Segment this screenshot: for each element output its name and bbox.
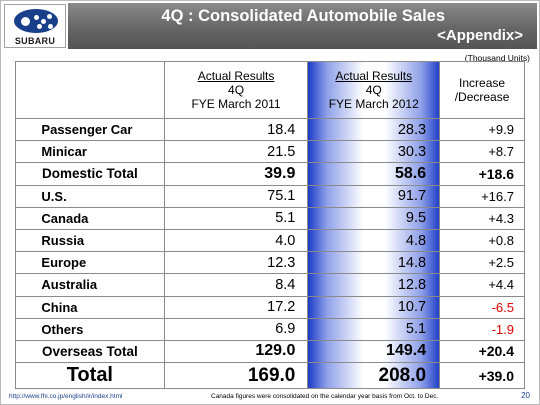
header-empty-cell xyxy=(15,61,165,119)
column-header-increase: Increase /Decrease xyxy=(439,61,525,119)
value-fye2012: 9.5 xyxy=(307,206,441,230)
column-header-line: Increase xyxy=(459,76,506,90)
value-increase: +8.7 xyxy=(439,140,525,164)
table-row: Canada 5.1 9.5 +4.3 xyxy=(15,206,525,230)
table-header-row: Actual Results 4Q FYE March 2011 Actual … xyxy=(15,61,525,119)
value-fye2011: 17.2 xyxy=(163,295,309,319)
subaru-logo: SUBARU xyxy=(4,4,66,48)
units-label: (Thousand Units) xyxy=(464,53,530,63)
row-label: Passenger Car xyxy=(35,117,165,142)
indent-cell xyxy=(15,318,36,341)
column-header-line: Actual Results xyxy=(335,69,413,83)
column-header-line: Actual Results xyxy=(197,69,275,83)
value-fye2011: 169.0 xyxy=(163,362,309,390)
table-row-overseas-total: Overseas Total 129.0 149.4 +20.4 xyxy=(15,339,525,364)
value-fye2012: 10.7 xyxy=(307,295,441,319)
table-row: U.S. 75.1 91.7 +16.7 xyxy=(15,184,525,208)
value-fye2011: 4.0 xyxy=(163,228,309,253)
value-fye2011: 5.1 xyxy=(163,206,309,230)
value-increase: +4.4 xyxy=(439,273,525,297)
table-row: Europe 12.3 14.8 +2.5 xyxy=(15,251,525,275)
column-header-line: FYE March 2011 xyxy=(191,97,281,111)
row-label: Minicar xyxy=(35,140,165,164)
indent-cell xyxy=(15,184,36,208)
row-label: China xyxy=(35,295,165,319)
value-increase: +2.5 xyxy=(439,251,525,275)
value-increase: -1.9 xyxy=(439,317,525,341)
column-header-line: FYE March 2012 xyxy=(328,97,419,111)
value-fye2011: 6.9 xyxy=(163,317,309,341)
row-label: Canada xyxy=(35,206,165,230)
header: SUBARU 4Q : Consolidated Automobile Sale… xyxy=(1,1,540,51)
table-row: Passenger Car 18.4 28.3 +9.9 xyxy=(15,117,525,142)
value-fye2012: 58.6 xyxy=(307,162,441,186)
value-increase: +20.4 xyxy=(439,339,525,364)
value-increase: +9.9 xyxy=(439,117,525,142)
pleiades-star-icon xyxy=(14,9,58,33)
value-increase: +18.6 xyxy=(439,162,525,186)
value-increase: +4.3 xyxy=(439,206,525,230)
table-row: Minicar 21.5 30.3 +8.7 xyxy=(15,140,525,164)
row-label: Others xyxy=(35,317,165,341)
indent-cell xyxy=(15,251,36,275)
column-header-fye2011: Actual Results 4Q FYE March 2011 xyxy=(163,61,309,119)
indent-cell xyxy=(15,296,36,319)
title-bar: 4Q : Consolidated Automobile Sales <Appe… xyxy=(68,3,537,49)
value-fye2012: 12.8 xyxy=(307,273,441,297)
value-increase: +16.7 xyxy=(439,184,525,208)
indent-cell xyxy=(15,117,36,142)
table-row-domestic-total: Domestic Total 39.9 58.6 +18.6 xyxy=(15,162,525,186)
value-increase: +39.0 xyxy=(439,362,525,390)
value-fye2011: 39.9 xyxy=(163,162,309,186)
value-increase: -6.5 xyxy=(439,295,525,319)
value-fye2011: 21.5 xyxy=(163,140,309,164)
column-header-fye2012: Actual Results 4Q FYE March 2012 xyxy=(307,61,441,119)
value-fye2011: 18.4 xyxy=(163,117,309,142)
table-row: Russia 4.0 4.8 +0.8 xyxy=(15,228,525,253)
logo-text: SUBARU xyxy=(14,36,56,46)
page-number: 20 xyxy=(521,391,530,400)
value-fye2012: 91.7 xyxy=(307,184,441,208)
value-fye2012: 149.4 xyxy=(307,339,441,364)
footer-url-link[interactable]: http://www.fhi.co.jp/english/ir/index.ht… xyxy=(9,393,123,400)
column-header-line: 4Q xyxy=(228,83,245,97)
row-label: Overseas Total xyxy=(15,339,165,364)
table-row: Australia 8.4 12.8 +4.4 xyxy=(15,273,525,297)
row-label: Russia xyxy=(35,228,165,253)
sales-table: Actual Results 4Q FYE March 2011 Actual … xyxy=(15,61,525,390)
indent-cell xyxy=(15,273,36,297)
indent-cell xyxy=(15,140,36,164)
row-label: Europe xyxy=(35,251,165,275)
row-label: U.S. xyxy=(35,184,165,208)
value-fye2011: 12.3 xyxy=(163,251,309,275)
column-header-line: /Decrease xyxy=(454,90,510,104)
value-fye2012: 4.8 xyxy=(307,228,441,253)
value-fye2011: 75.1 xyxy=(163,184,309,208)
table-row: Others 6.9 5.1 -1.9 xyxy=(15,317,525,341)
row-label: Domestic Total xyxy=(15,162,165,186)
value-fye2012: 28.3 xyxy=(307,117,441,142)
value-fye2012: 30.3 xyxy=(307,140,441,164)
row-label: Australia xyxy=(35,273,165,297)
indent-cell xyxy=(15,207,36,230)
value-increase: +0.8 xyxy=(439,228,525,253)
value-fye2011: 8.4 xyxy=(163,273,309,297)
page-subtitle: <Appendix> xyxy=(437,27,523,44)
value-fye2012: 5.1 xyxy=(307,317,441,341)
row-label: Total xyxy=(15,362,165,390)
column-header-line: 4Q xyxy=(365,83,382,97)
value-fye2012: 14.8 xyxy=(307,251,441,275)
table-row: China 17.2 10.7 -6.5 xyxy=(15,295,525,319)
page-title: 4Q : Consolidated Automobile Sales xyxy=(161,7,445,25)
footer-note: Canada figures were consolidated on the … xyxy=(211,393,439,400)
table-row-grand-total: Total 169.0 208.0 +39.0 xyxy=(15,362,525,390)
value-fye2012: 208.0 xyxy=(307,362,441,390)
indent-cell xyxy=(15,229,36,253)
value-fye2011: 129.0 xyxy=(163,339,309,364)
